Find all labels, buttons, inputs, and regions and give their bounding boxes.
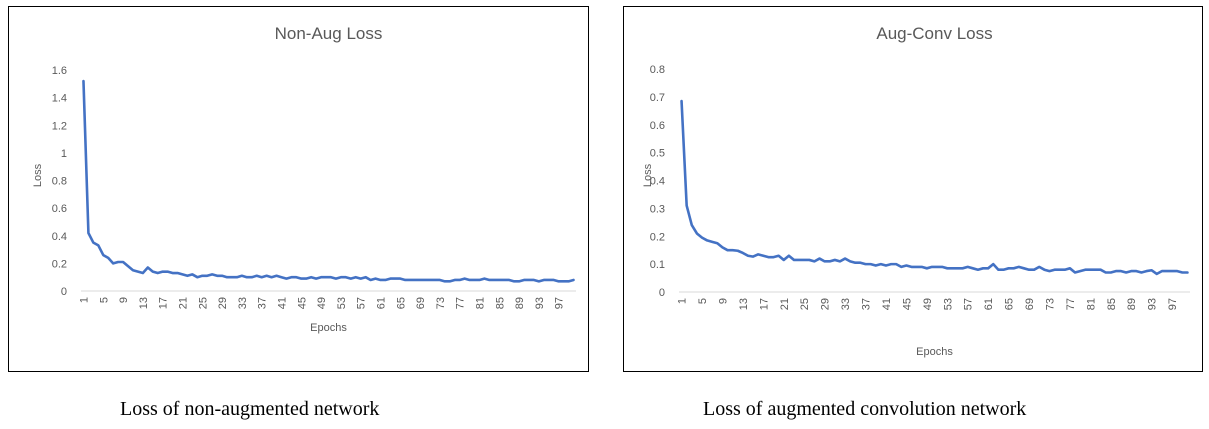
chart-title: Aug-Conv Loss: [876, 24, 992, 43]
x-tick-label: 29: [820, 298, 832, 310]
x-tick-label: 17: [758, 298, 770, 310]
x-tick-label: 69: [415, 297, 427, 309]
y-tick-label: 0.6: [52, 203, 67, 215]
caption-right: Loss of augmented convolution network: [703, 398, 1027, 420]
x-tick-label: 77: [455, 297, 467, 309]
x-tick-label: 89: [1126, 298, 1138, 310]
x-tick-label: 21: [779, 298, 791, 310]
x-tick-label: 37: [257, 297, 269, 309]
x-tick-label: 33: [840, 298, 852, 310]
x-tick-label: 41: [276, 297, 288, 309]
x-tick-label: 5: [98, 297, 110, 303]
aug-conv-loss-chart: Aug-Conv Loss 0 0.1 0.2 0.3 0.4 0.5 0.6 0.7 0.8 1 5…: [642, 24, 1190, 358]
x-tick-label: 61: [983, 298, 995, 310]
x-tick-label: 49: [316, 297, 328, 309]
y-tick-label: 1.2: [52, 120, 67, 132]
x-tick-label: 13: [738, 298, 750, 310]
x-tick-label: 97: [554, 297, 566, 309]
x-tick-label: 93: [534, 297, 546, 309]
y-axis-title: Loss: [32, 163, 44, 187]
y-tick-label: 1.4: [52, 93, 67, 105]
x-tick-label: 97: [1167, 298, 1179, 310]
x-tick-label: 41: [881, 298, 893, 310]
y-tick-label: 0.1: [650, 259, 665, 271]
x-tick-label: 89: [514, 297, 526, 309]
x-tick-label: 45: [296, 297, 308, 309]
x-tick-label: 5: [697, 298, 709, 304]
x-tick-label: 53: [942, 298, 954, 310]
x-tick-label: 69: [1024, 298, 1036, 310]
y-tick-label: 1.6: [52, 65, 67, 77]
x-tick-label: 17: [158, 297, 170, 309]
x-tick-label: 57: [963, 298, 975, 310]
x-tick-label: 53: [336, 297, 348, 309]
y-tick-label: 0.2: [52, 258, 67, 270]
loss-series-line: [82, 79, 575, 283]
x-tick-label: 57: [356, 297, 368, 309]
loss-series-line: [680, 99, 1189, 276]
x-axis-title: Epochs: [310, 322, 347, 334]
x-tick-label: 65: [1004, 298, 1016, 310]
x-tick-label: 21: [177, 297, 189, 309]
chart-panel-aug-conv-loss: Aug-Conv Loss 0 0.1 0.2 0.3 0.4 0.5 0.6 0.7 0.8 1 5…: [623, 6, 1203, 372]
x-tick-label: 93: [1147, 298, 1159, 310]
x-tick-label: 73: [435, 297, 447, 309]
y-axis-title: Loss: [642, 163, 654, 187]
x-tick-label: 81: [1085, 298, 1097, 310]
non-aug-loss-chart: Non-Aug Loss 0 0.2 0.4 0.6 0.8 1 1.2 1.4 1.6 1 5 9 13…: [32, 24, 576, 334]
x-tick-label: 61: [375, 297, 387, 309]
x-tick-label: 25: [197, 297, 209, 309]
x-tick-label: 37: [861, 298, 873, 310]
x-tick-label: 65: [395, 297, 407, 309]
y-tick-label: 0.8: [52, 176, 67, 188]
y-tick-label: 0.4: [650, 176, 665, 188]
x-tick-label: 85: [494, 297, 506, 309]
chart-panel-non-aug-loss: Non-Aug Loss 0 0.2 0.4 0.6 0.8 1 1.2 1.4 1.6 1 5 9 13…: [8, 6, 589, 372]
x-axis-title: Epochs: [916, 346, 953, 358]
x-tick-label: 1: [677, 298, 689, 304]
x-tick-label: 1: [78, 297, 90, 303]
x-tick-label: 25: [799, 298, 811, 310]
x-tick-label: 81: [474, 297, 486, 309]
x-tick-label: 13: [138, 297, 150, 309]
y-tick-label: 0.2: [650, 231, 665, 243]
y-tick-label: 0.7: [650, 92, 665, 104]
y-tick-label: 0.6: [650, 120, 665, 132]
x-tick-label: 9: [717, 298, 729, 304]
y-tick-label: 0.3: [650, 203, 665, 215]
x-tick-label: 29: [217, 297, 229, 309]
y-tick-label: 0: [659, 287, 665, 299]
x-tick-label: 33: [237, 297, 249, 309]
y-tick-label: 1: [61, 148, 67, 160]
y-tick-label: 0: [61, 286, 67, 298]
x-tick-label: 85: [1106, 298, 1118, 310]
x-tick-label: 45: [901, 298, 913, 310]
y-tick-label: 0.4: [52, 231, 67, 243]
y-tick-label: 0.5: [650, 148, 665, 160]
x-tick-label: 77: [1065, 298, 1077, 310]
chart-title: Non-Aug Loss: [275, 24, 383, 43]
x-tick-label: 49: [922, 298, 934, 310]
caption-left: Loss of non-augmented network: [120, 398, 380, 420]
x-tick-label: 9: [118, 297, 130, 303]
y-tick-label: 0.8: [650, 64, 665, 76]
x-tick-label: 73: [1044, 298, 1056, 310]
